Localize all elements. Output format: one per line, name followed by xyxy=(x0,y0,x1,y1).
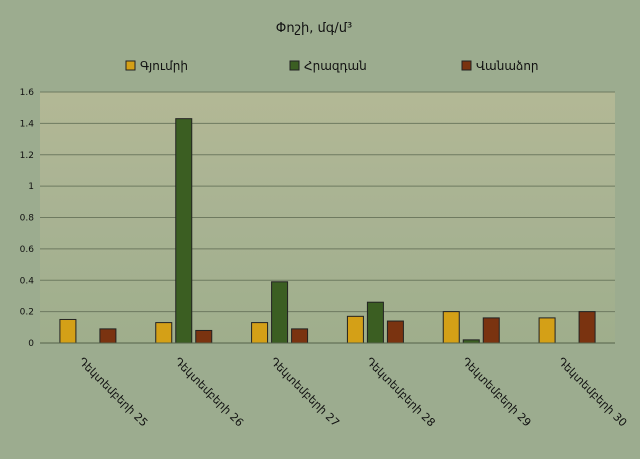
legend-swatch xyxy=(461,60,472,71)
legend-label: Գյումրի xyxy=(140,59,188,73)
bar-3-1 xyxy=(99,328,117,344)
x-tick-labels: Դեկտեմբերի 25 Դեկտեմբերի 26 Դեկտեմբերի 27 Դ… xyxy=(76,355,630,429)
y-tick-label: 1.2 xyxy=(20,151,34,161)
bar-1-6 xyxy=(538,317,556,344)
x-tick-label: Դեկտեմբերի 28 xyxy=(363,355,437,429)
bar-3-4 xyxy=(386,320,404,344)
legend-label: Վանաձոր xyxy=(476,59,539,73)
chart-title: Փոշի, մգ/մ³ xyxy=(276,21,352,36)
y-tick-label: 1.4 xyxy=(20,119,35,129)
legend-swatch xyxy=(125,60,136,71)
x-tick-label: Դեկտեմբերի 27 xyxy=(267,355,341,429)
legend-swatch xyxy=(289,60,300,71)
y-tick-label: 0.8 xyxy=(20,214,35,224)
x-tick-label: Դեկտեմբերի 25 xyxy=(76,355,150,429)
y-tick-label: 0.2 xyxy=(20,308,34,318)
legend-label: Հրազդան xyxy=(304,59,367,73)
bar-2-4 xyxy=(366,301,384,344)
y-tick-label: 0.4 xyxy=(20,276,35,286)
bar-1-5 xyxy=(442,311,460,344)
bar-1-2 xyxy=(155,322,173,344)
gridlines xyxy=(40,91,615,313)
y-tick-label: 1.6 xyxy=(20,88,35,98)
bar-3-6 xyxy=(578,311,596,344)
bar-3-2 xyxy=(195,329,213,344)
x-tick-label: Դեկտեմբերի 26 xyxy=(172,355,246,429)
y-tick-label: 0 xyxy=(28,339,34,349)
bar-3-3 xyxy=(291,328,309,344)
bar-1-1 xyxy=(59,318,77,344)
y-tick-label: 1 xyxy=(28,182,34,192)
bar-2-2 xyxy=(175,118,193,344)
x-tick-label: Դեկտեմբերի 30 xyxy=(555,355,629,429)
x-tick-label: Դեկտեմբերի 29 xyxy=(459,355,533,429)
bar-1-3 xyxy=(251,322,269,344)
legend: Գյումրի Հրազդան Վանաձոր xyxy=(125,59,539,73)
y-tick-labels: 0 0.2 0.4 0.6 0.8 1 1.2 1.4 1.6 xyxy=(20,88,35,349)
y-tick-label: 0.6 xyxy=(20,245,35,255)
bar-1-4 xyxy=(346,315,364,344)
bar-2-3 xyxy=(271,281,289,344)
bar-3-5 xyxy=(482,317,500,344)
